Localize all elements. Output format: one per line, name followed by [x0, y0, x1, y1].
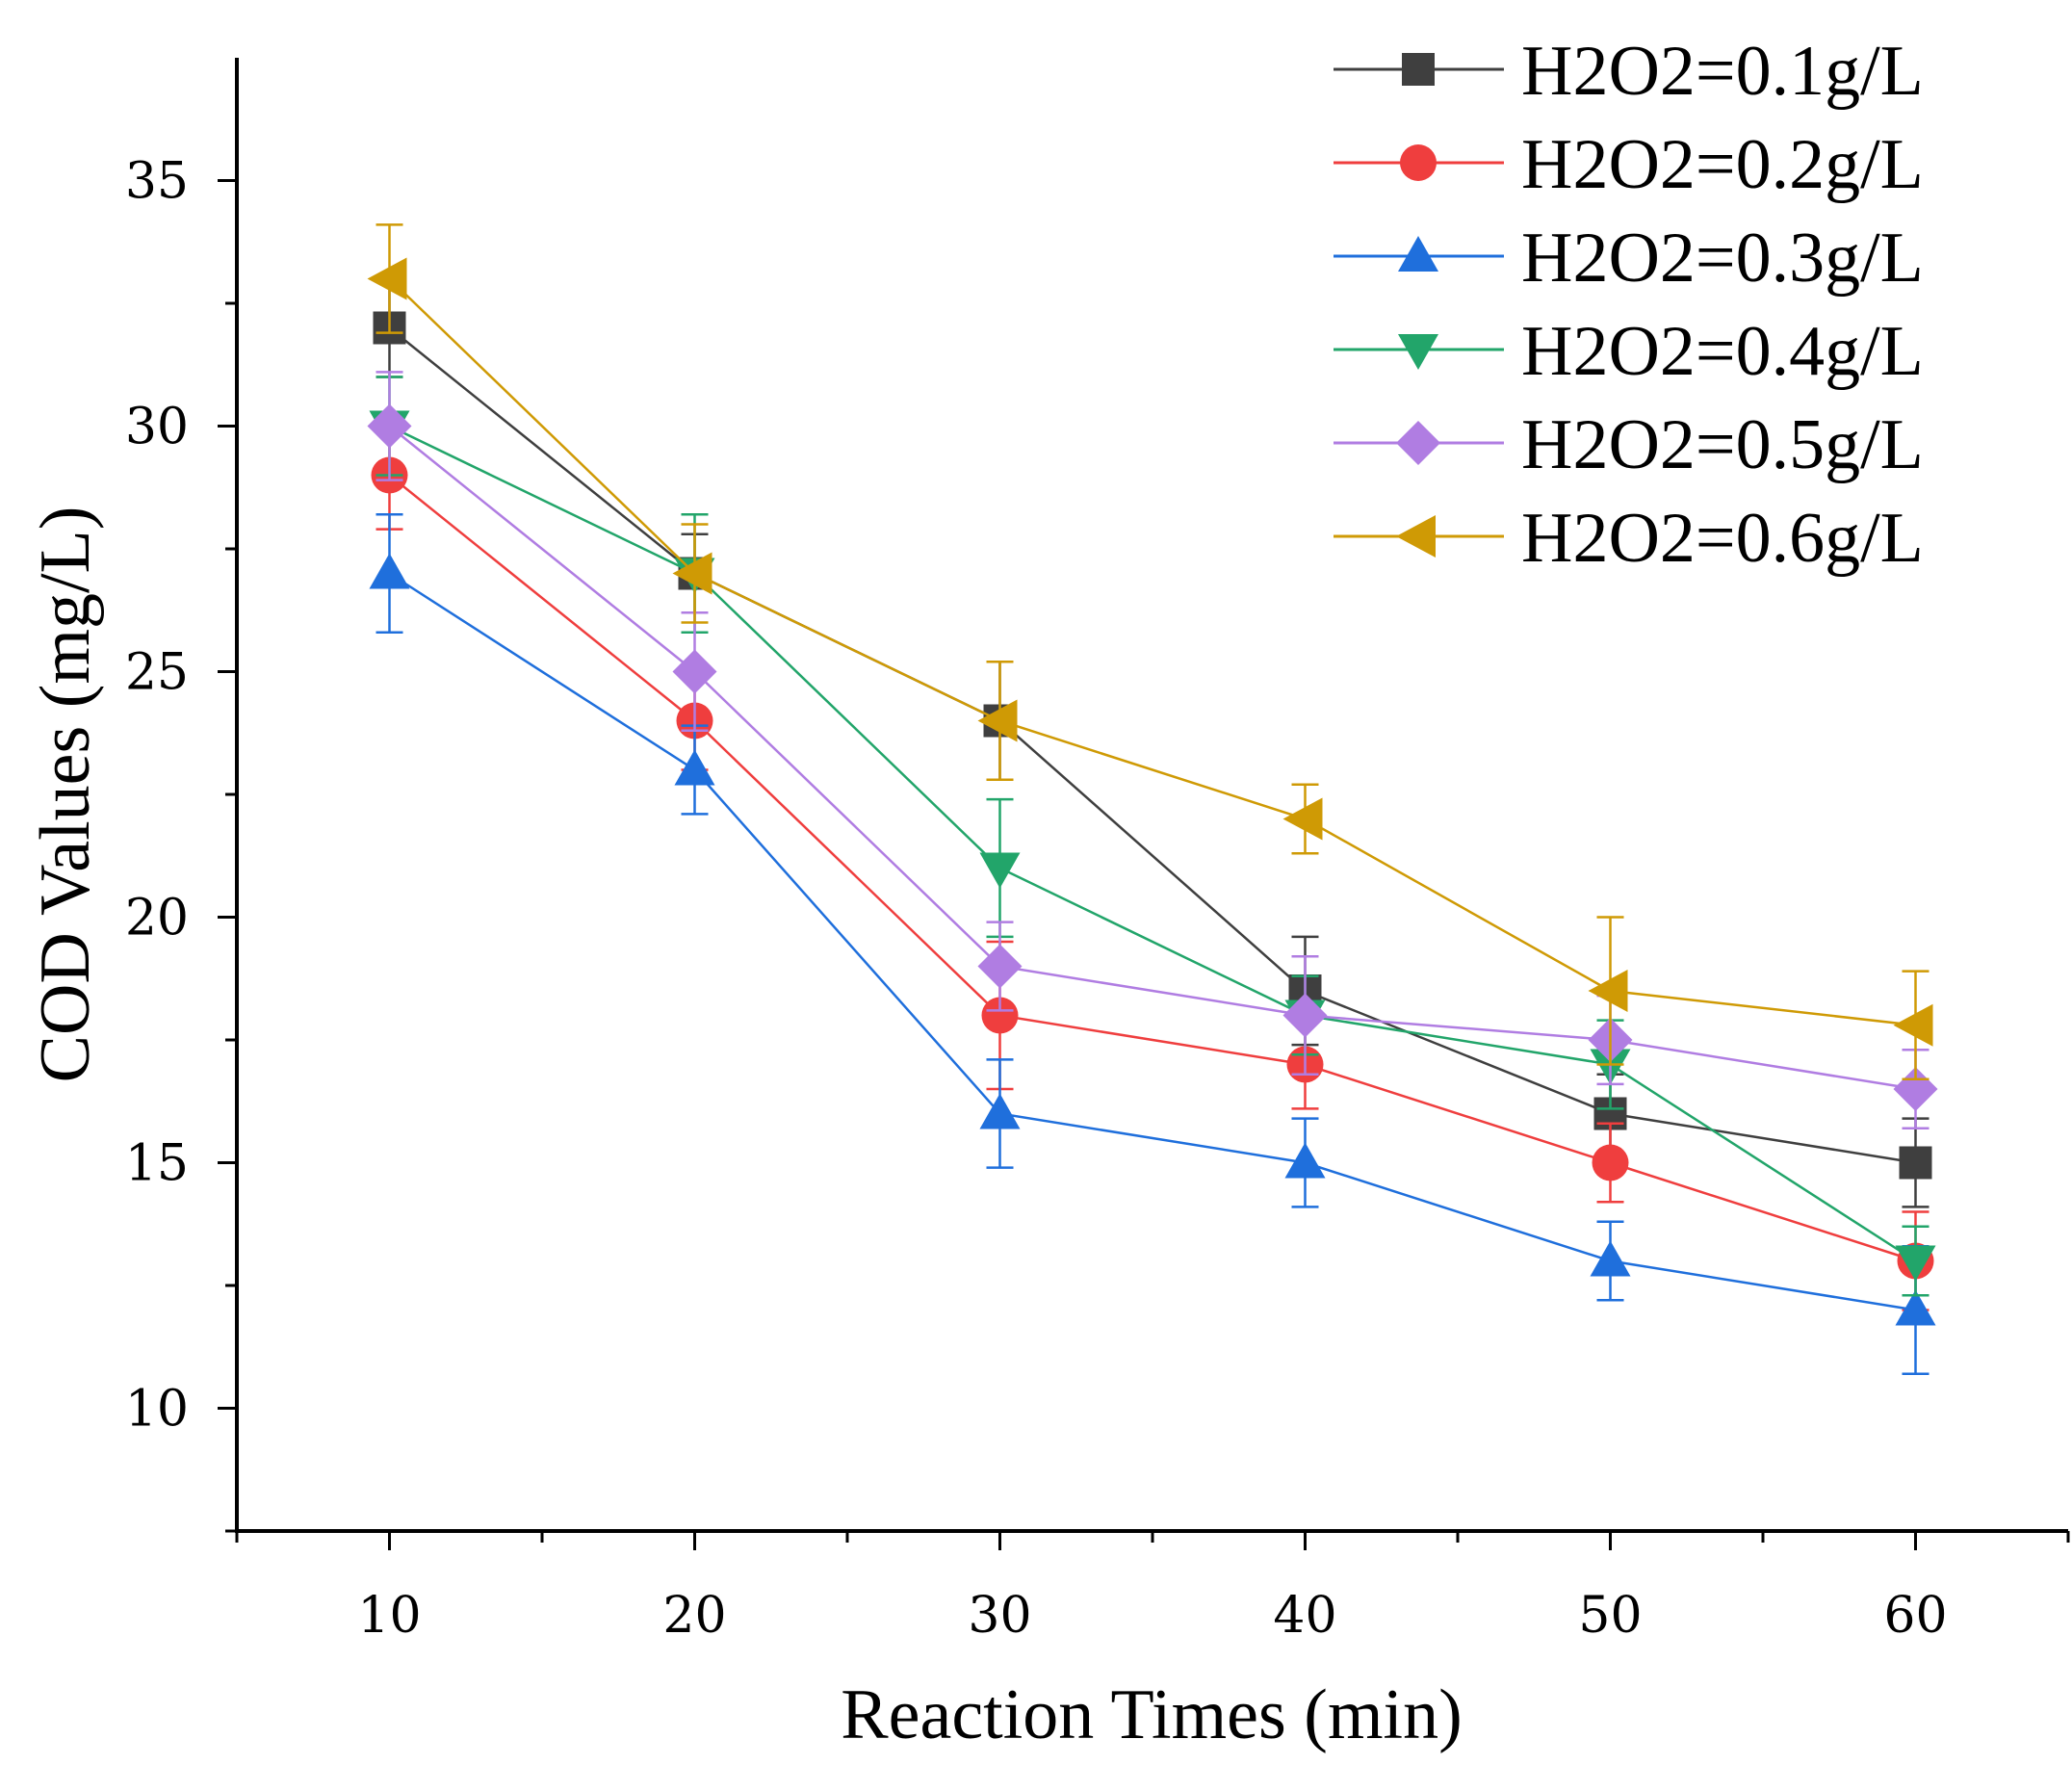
- x-tick-label: 10: [357, 1587, 421, 1645]
- legend-label: H2O2=0.4g/L: [1521, 312, 1924, 391]
- data-point: [1592, 1144, 1629, 1181]
- data-point: [1895, 1289, 1936, 1326]
- data-point: [979, 1093, 1021, 1129]
- y-tick-label: 20: [125, 890, 189, 947]
- legend-item: H2O2=0.5g/L: [1334, 405, 1924, 484]
- data-point: [1284, 1142, 1326, 1179]
- series-3: [369, 513, 1936, 1376]
- data-point: [979, 852, 1021, 889]
- legend-item: H2O2=0.6g/L: [1334, 499, 1924, 578]
- plot-area: [367, 223, 1938, 1376]
- data-point: [367, 257, 407, 300]
- data-point: [977, 944, 1023, 989]
- series-line: [388, 326, 1916, 1164]
- data-point: [367, 403, 412, 449]
- data-point: [1893, 1067, 1938, 1111]
- series-line: [388, 277, 1916, 1026]
- legend-item: H2O2=0.3g/L: [1334, 219, 1924, 298]
- legend-label: H2O2=0.1g/L: [1521, 32, 1924, 111]
- series-5: [367, 371, 1938, 1130]
- legend-label: H2O2=0.5g/L: [1521, 405, 1924, 484]
- y-tick-label: 35: [125, 153, 189, 211]
- data-point: [1895, 1245, 1936, 1282]
- data-point: [1899, 1146, 1932, 1180]
- legend-marker: [1398, 334, 1438, 370]
- data-point: [1282, 993, 1328, 1038]
- legend-marker: [1398, 236, 1438, 272]
- x-tick-label: 40: [1273, 1587, 1336, 1645]
- series-line: [388, 474, 1916, 1262]
- x-tick-label: 50: [1578, 1587, 1642, 1645]
- series-line: [388, 425, 1917, 1262]
- legend-item: H2O2=0.1g/L: [1334, 32, 1924, 111]
- legend-marker: [1402, 53, 1435, 86]
- data-point: [369, 553, 410, 589]
- data-point: [981, 997, 1019, 1034]
- series-line: [388, 572, 1916, 1311]
- data-point: [977, 699, 1018, 742]
- legend-marker: [1396, 515, 1436, 558]
- y-ticks: 10 15 20 25 30 35: [125, 153, 237, 1533]
- data-point: [1282, 797, 1323, 841]
- data-point: [1590, 1240, 1631, 1277]
- y-axis-title: COD Values (mg/L): [26, 506, 105, 1083]
- y-tick-label: 25: [125, 644, 189, 702]
- data-point: [674, 749, 715, 786]
- series-6: [367, 223, 1933, 1081]
- legend-marker: [1400, 144, 1437, 181]
- data-point: [672, 552, 712, 595]
- y-tick-label: 30: [125, 399, 189, 456]
- x-tick-label: 20: [662, 1587, 726, 1645]
- data-point: [672, 649, 717, 694]
- legend-label: H2O2=0.2g/L: [1521, 125, 1924, 204]
- legend-marker: [1396, 421, 1440, 465]
- x-ticks: 10 20 30 40 50 60: [235, 1531, 2070, 1645]
- series-line: [388, 425, 1916, 1091]
- legend-item: H2O2=0.2g/L: [1334, 125, 1924, 204]
- data-point: [1893, 1003, 1933, 1047]
- legend-label: H2O2=0.6g/L: [1521, 499, 1924, 578]
- y-tick-label: 10: [125, 1381, 189, 1439]
- legend: H2O2=0.1g/L H2O2=0.2g/L H2O2=0.3g/L H2O2=0.…: [1334, 32, 1924, 578]
- x-tick-label: 60: [1883, 1587, 1947, 1645]
- legend-label: H2O2=0.3g/L: [1521, 219, 1924, 298]
- x-axis-title: Reaction Times (min): [841, 1675, 1462, 1754]
- x-tick-label: 30: [968, 1587, 1031, 1645]
- data-point: [1588, 970, 1628, 1012]
- legend-item: H2O2=0.4g/L: [1334, 312, 1924, 391]
- y-tick-label: 15: [125, 1135, 189, 1193]
